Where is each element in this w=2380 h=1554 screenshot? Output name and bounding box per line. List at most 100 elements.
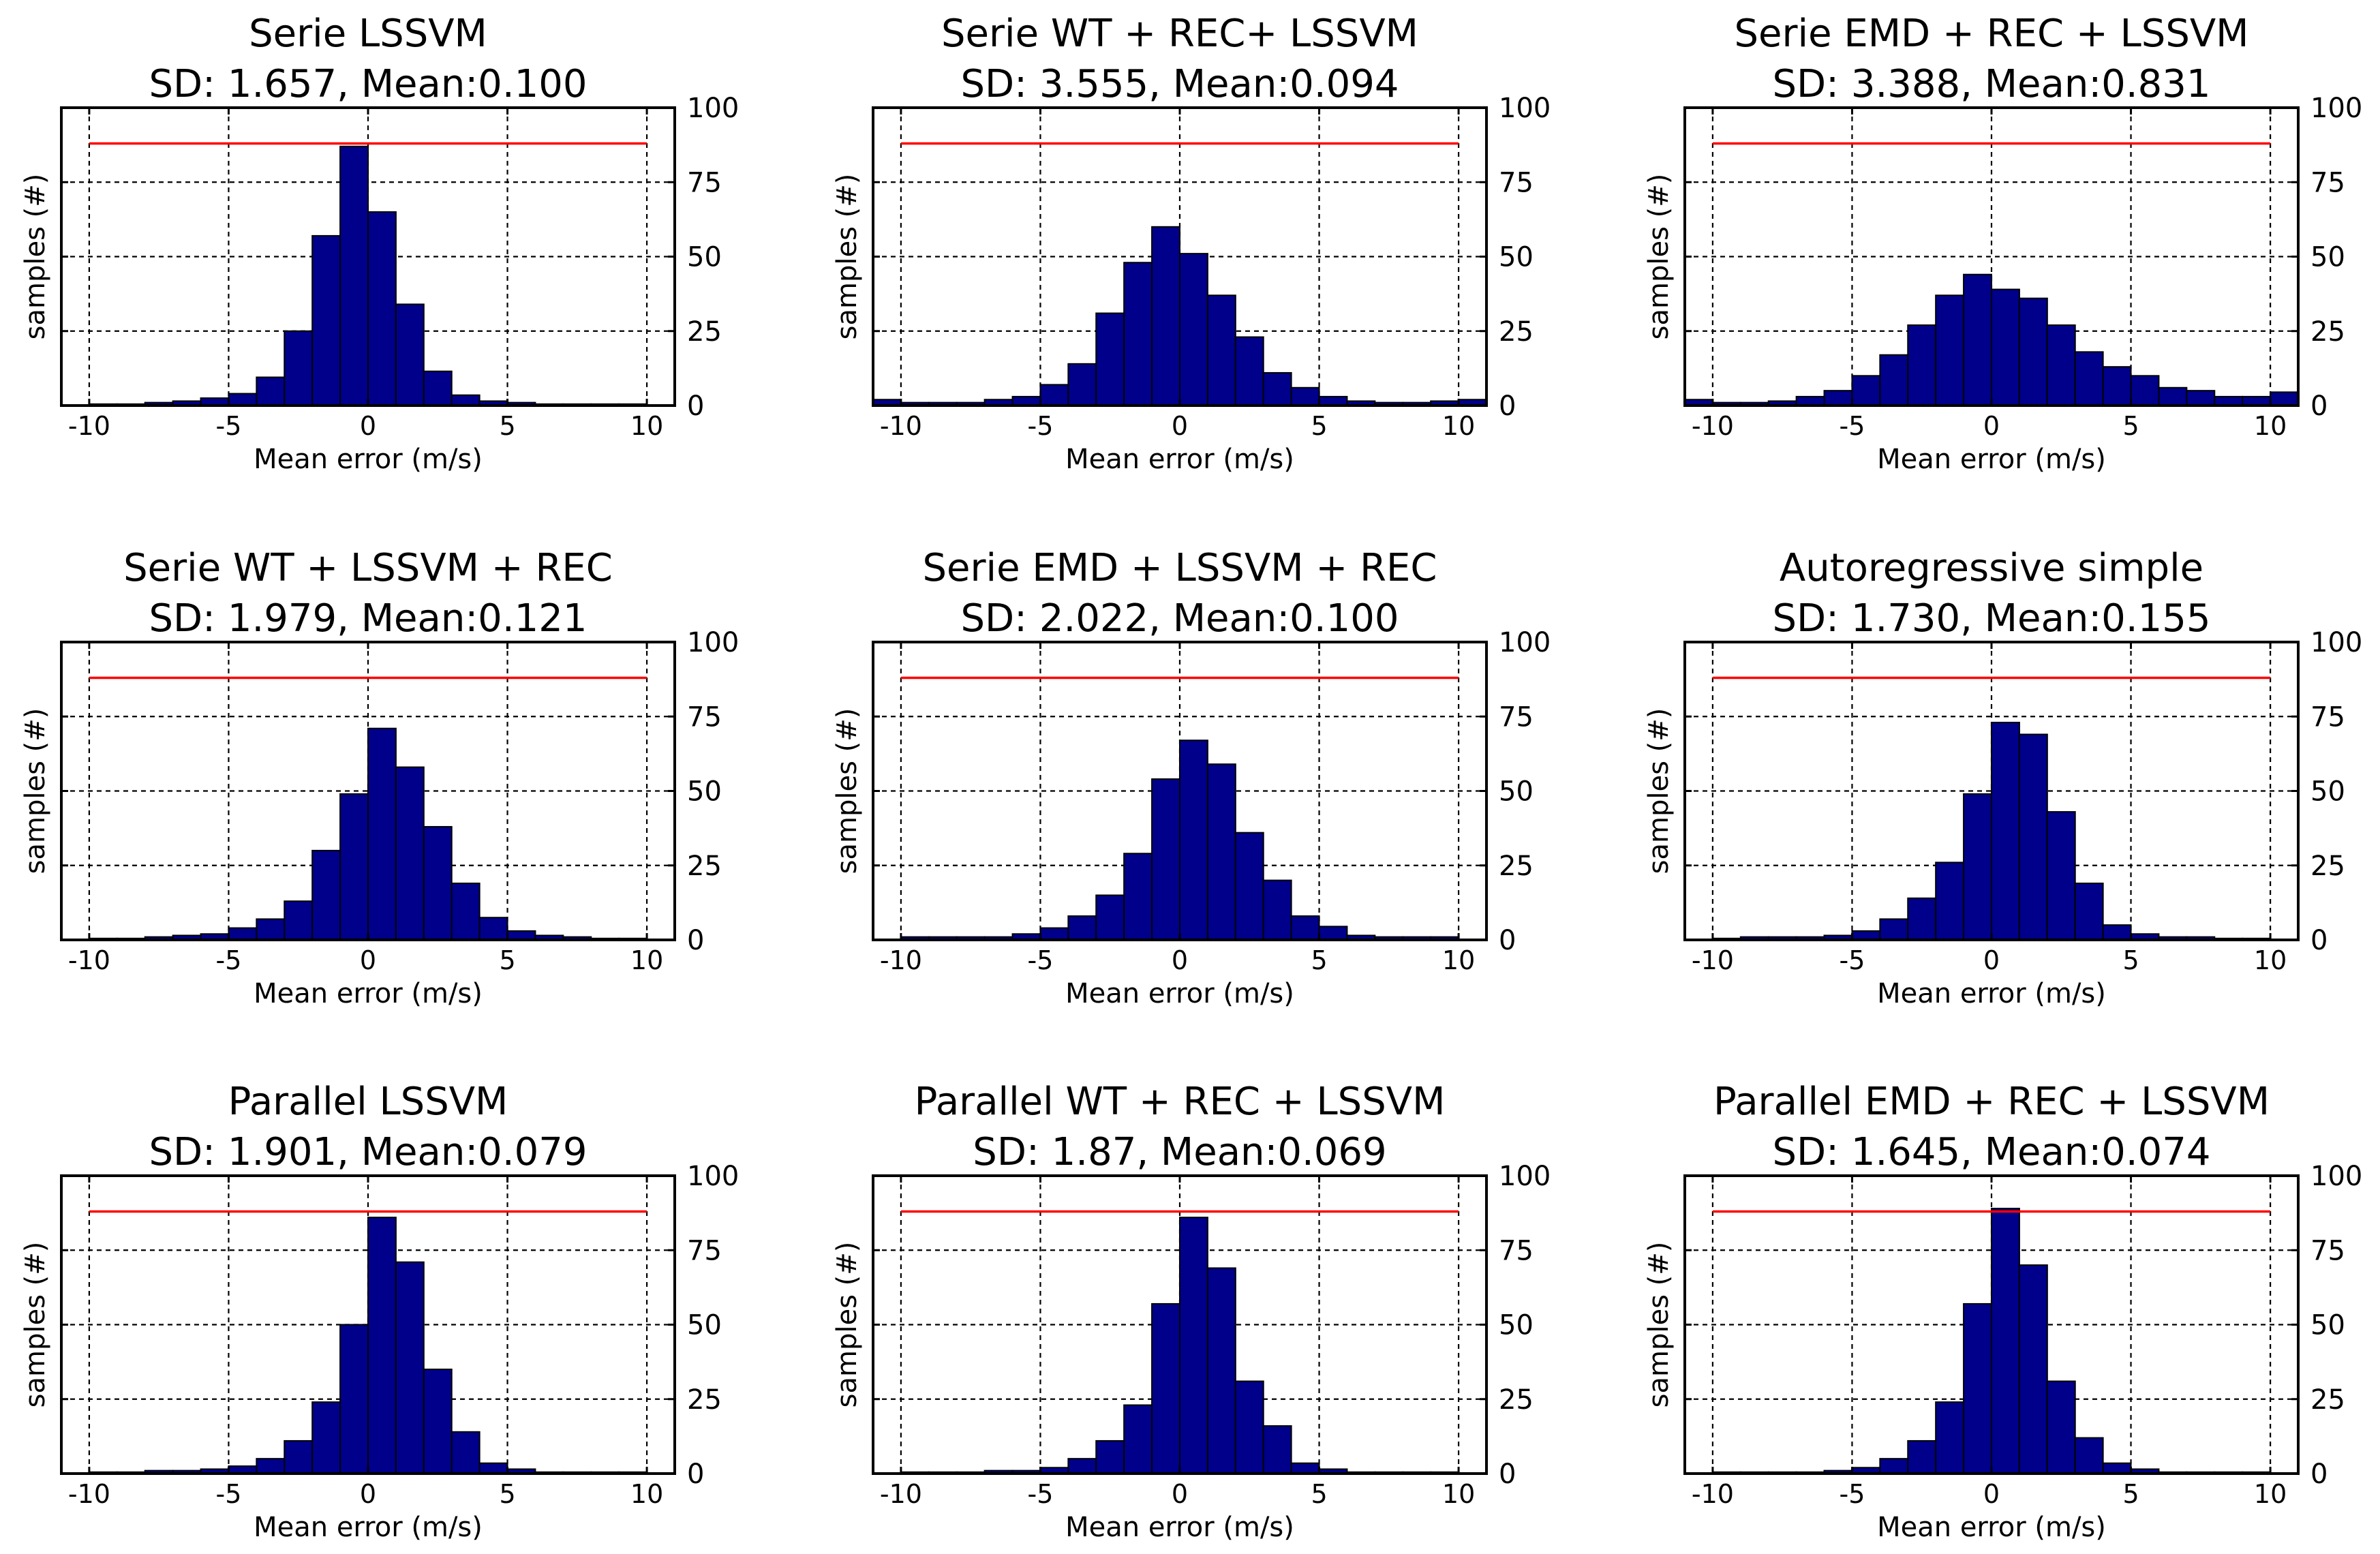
y-tick-label: 25 [687, 851, 722, 882]
y-axis-label: samples (#) [832, 174, 863, 340]
y-tick-label: 100 [2310, 627, 2362, 658]
histogram-bar [1262, 1425, 1292, 1475]
y-axis-label: samples (#) [1643, 708, 1675, 874]
y-tick-label: 50 [687, 776, 722, 808]
histogram-bar [1095, 312, 1125, 406]
y-tick-label: 0 [1499, 1459, 1516, 1490]
x-tick-label: -10 [68, 945, 110, 975]
histogram-bar [1179, 253, 1208, 406]
x-tick-label: 5 [1311, 411, 1327, 441]
chart-subtitle: SD: 1.645, Mean:0.074 [1772, 1130, 2210, 1174]
histogram-bar [1123, 1404, 1153, 1474]
chart-title: Serie WT + LSSVM + REC [123, 546, 613, 590]
y-axis-label: samples (#) [1643, 174, 1675, 340]
histogram-bar [367, 1217, 397, 1475]
histogram-bar [284, 900, 314, 941]
histogram-bar [1206, 294, 1236, 406]
histogram-bar [256, 376, 286, 406]
x-tick-label: -10 [880, 1479, 922, 1509]
x-tick-label: 0 [360, 411, 376, 441]
histogram-bar [2102, 924, 2132, 941]
histogram-bar [1318, 926, 1348, 941]
y-axis-label: samples (#) [20, 1242, 51, 1408]
x-tick-label: 0 [1983, 945, 2000, 975]
histogram-bar [1991, 721, 2020, 941]
chart-subtitle: SD: 1.657, Mean:0.100 [149, 62, 587, 106]
histogram-bar [451, 882, 480, 941]
histogram-bar [2186, 390, 2216, 407]
x-tick-label: 5 [2122, 945, 2139, 975]
histogram-bar [2018, 297, 2048, 406]
y-tick-label: 50 [687, 242, 722, 273]
chart-subtitle: SD: 3.555, Mean:0.094 [960, 62, 1399, 106]
y-tick-label: 50 [1499, 242, 1534, 273]
histogram-bar [423, 825, 453, 941]
histogram-bar [311, 1401, 341, 1475]
chart-subtitle: SD: 1.901, Mean:0.079 [149, 1130, 587, 1174]
histogram-bar [2102, 1462, 2132, 1475]
x-tick-label: 5 [499, 945, 515, 975]
chart-title: Serie LSSVM [249, 12, 487, 56]
chart-subtitle: SD: 1.87, Mean:0.069 [973, 1130, 1386, 1174]
x-tick-label: -10 [880, 945, 922, 975]
histogram-bar [1907, 897, 1937, 941]
chart-subtitle: SD: 3.388, Mean:0.831 [1772, 62, 2210, 106]
histogram-bar [339, 145, 369, 406]
histogram-bar [1095, 894, 1125, 941]
histogram-bar [1151, 1302, 1181, 1475]
histogram-bar [395, 766, 425, 941]
y-tick-label: 0 [687, 925, 704, 956]
x-tick-label: -5 [1028, 1479, 1054, 1509]
y-axis-label: samples (#) [832, 1242, 863, 1408]
chart-subtitle: SD: 1.730, Mean:0.155 [1772, 596, 2210, 641]
histogram-bar [2158, 386, 2188, 407]
histogram-bar [284, 1439, 314, 1474]
y-tick-label: 75 [2310, 1235, 2345, 1266]
histogram-bar [367, 211, 397, 406]
x-axis-label: Mean error (m/s) [1065, 978, 1294, 1009]
y-tick-label: 50 [2310, 776, 2345, 808]
histogram-bar [311, 849, 341, 941]
y-tick-label: 100 [1499, 93, 1551, 124]
histogram-bar [1879, 354, 1909, 407]
histogram-bar [1234, 336, 1264, 406]
chart-subtitle: SD: 1.979, Mean:0.121 [149, 596, 587, 641]
histogram-bar [2270, 391, 2299, 407]
histogram-bar [1907, 1439, 1937, 1474]
histogram-bar [1039, 927, 1069, 941]
histogram-bar [1935, 294, 1965, 406]
x-tick-label: 10 [1442, 1479, 1475, 1509]
histogram-bar [256, 1458, 286, 1474]
histogram-bar [1991, 288, 2020, 406]
x-tick-label: -10 [880, 411, 922, 441]
y-tick-label: 25 [687, 316, 722, 348]
x-tick-label: -10 [68, 411, 110, 441]
y-axis-label: samples (#) [20, 174, 51, 340]
histogram-bar [1262, 879, 1292, 941]
histogram-bar [1095, 1439, 1125, 1474]
histogram-bar [2102, 366, 2132, 407]
histogram-bar [339, 1324, 369, 1474]
histogram-bar [1290, 915, 1320, 941]
y-tick-label: 75 [687, 167, 722, 198]
histogram-bar [395, 1261, 425, 1474]
histogram-bar [2046, 324, 2076, 407]
histogram-bar [1123, 853, 1153, 941]
chart-title: Serie WT + REC+ LSSVM [941, 12, 1418, 56]
x-axis-label: Mean error (m/s) [254, 1512, 483, 1543]
histogram-bar [451, 1431, 480, 1475]
histogram-bar [1907, 324, 1937, 407]
chart-title: Parallel WT + REC + LSSVM [915, 1080, 1446, 1124]
x-axis-label: Mean error (m/s) [1065, 444, 1294, 475]
x-tick-label: -5 [216, 1479, 242, 1509]
histogram-bar [423, 1369, 453, 1475]
x-axis-label: Mean error (m/s) [1877, 1512, 2106, 1543]
histogram-bar [256, 918, 286, 941]
y-tick-label: 100 [687, 1161, 739, 1192]
